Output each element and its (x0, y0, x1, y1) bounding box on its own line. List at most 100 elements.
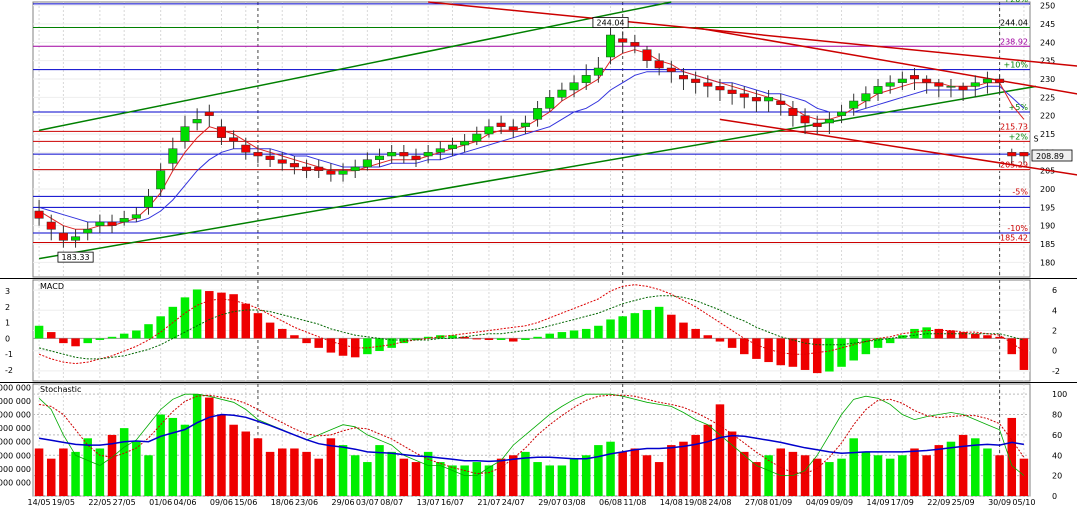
candle-body (606, 34, 616, 58)
volume-bar (1019, 458, 1029, 496)
volume-bar (971, 438, 980, 496)
macd-histogram-bar (679, 322, 688, 339)
candle-body (241, 144, 251, 153)
candle-body (618, 38, 628, 43)
candle-body (691, 78, 701, 83)
volume-bar (132, 441, 141, 496)
candle-body (350, 166, 360, 171)
x-tick-label: 05/10 (1012, 498, 1035, 507)
candle-body (788, 108, 798, 116)
macd-histogram-bar (509, 338, 518, 342)
x-tick-label: 23/06 (295, 498, 318, 507)
macd-histogram-bar (217, 292, 226, 339)
candle-body (739, 93, 749, 98)
x-tick-label: 21/07 (477, 498, 500, 507)
stoch-y-tick: 0 (1052, 492, 1057, 501)
volume-bar (326, 438, 336, 496)
macd-histogram-bar (630, 313, 640, 339)
volume-bar (436, 462, 445, 496)
candle-body (411, 155, 421, 160)
x-tick-label: 03/07 (356, 498, 379, 507)
candle-body (642, 49, 652, 61)
volume-bar (800, 455, 810, 496)
macd-histogram-bar (411, 338, 421, 340)
volume-y-tick: 8 000 000 (0, 438, 31, 447)
macd-histogram-bar (727, 338, 737, 348)
candle-body (654, 60, 664, 69)
volume-bar (496, 458, 506, 496)
candle-body (666, 67, 676, 72)
volume-bar (630, 448, 640, 496)
x-tick-label: 06/08 (599, 498, 622, 507)
candle-body (435, 148, 445, 153)
macd-histogram-bar (788, 338, 798, 367)
candle-body (496, 122, 506, 127)
macd-histogram-bar (581, 328, 591, 339)
volume-bar (606, 441, 615, 496)
macd-histogram-bar (338, 338, 348, 356)
macd-line (38, 284, 1025, 365)
stoch-y-tick: 20 (1052, 472, 1062, 481)
macd-y-tick-left: -1 (5, 350, 13, 359)
macd-y-tick-right: 6 (1052, 286, 1057, 295)
candle-body (447, 144, 457, 149)
volume-bar (71, 451, 80, 496)
candle-body (1019, 152, 1029, 157)
candle-body (216, 126, 226, 138)
macd-histogram-bar (132, 330, 141, 339)
macd-histogram-bar (448, 335, 457, 339)
volume-bar (727, 431, 737, 496)
price-y-tick: 195 (1040, 203, 1055, 212)
candle-body (678, 75, 688, 80)
x-tick-label: 08/07 (380, 498, 403, 507)
volume-bar (594, 445, 603, 496)
x-tick-label: 18/06 (271, 498, 294, 507)
volume-bar (922, 455, 931, 496)
volume-bar (363, 462, 372, 496)
candle-body (934, 82, 944, 87)
volume-bar (119, 428, 129, 496)
volume-bar (205, 397, 214, 496)
volume-bar (448, 465, 457, 496)
candle-body (472, 133, 482, 142)
volume-bar (691, 434, 700, 496)
x-tick-label: 19/08 (684, 498, 707, 507)
volume-bar (703, 424, 713, 496)
macd-y-tick-right: 2 (1052, 327, 1057, 336)
macd-histogram-bar (472, 338, 482, 340)
x-tick-label: 04/09 (806, 498, 829, 507)
macd-histogram-bar (752, 338, 761, 359)
candle-body (946, 86, 956, 88)
volume-bar (557, 465, 567, 496)
volume-bar (776, 448, 786, 496)
x-tick-label: 27/08 (745, 498, 768, 507)
macd-histogram-bar (837, 338, 846, 367)
volume-bar (180, 424, 190, 496)
volume-y-tick: 4 000 000 (0, 465, 31, 474)
macd-y-tick-left: 0 (5, 334, 10, 343)
macd-y-tick-right: 4 (1052, 306, 1057, 315)
candle-body (192, 119, 202, 124)
macd-histogram-bar (302, 338, 311, 344)
sell-signal-label: S (1034, 134, 1039, 143)
volume-bar (314, 458, 323, 496)
x-tick-label: 17/09 (891, 498, 914, 507)
candle-body (302, 166, 312, 171)
price-y-tick: 190 (1040, 222, 1055, 231)
volume-bar (788, 451, 798, 496)
volume-bar (338, 445, 348, 496)
candle-body (873, 86, 883, 94)
x-tick-label: 14/08 (660, 498, 683, 507)
x-tick-label: 15/06 (234, 498, 257, 507)
price-y-tick: 185 (1040, 240, 1055, 249)
x-tick-label: 22/05 (88, 498, 111, 507)
candle-body (812, 122, 822, 127)
macd-histogram-bar (144, 324, 153, 339)
candle-body (630, 42, 640, 47)
macd-histogram-bar (995, 336, 1004, 339)
annotation-label: 183.33 (62, 253, 90, 262)
volume-bar (545, 465, 554, 496)
volume-bar (350, 455, 360, 496)
macd-histogram-bar (776, 338, 786, 366)
